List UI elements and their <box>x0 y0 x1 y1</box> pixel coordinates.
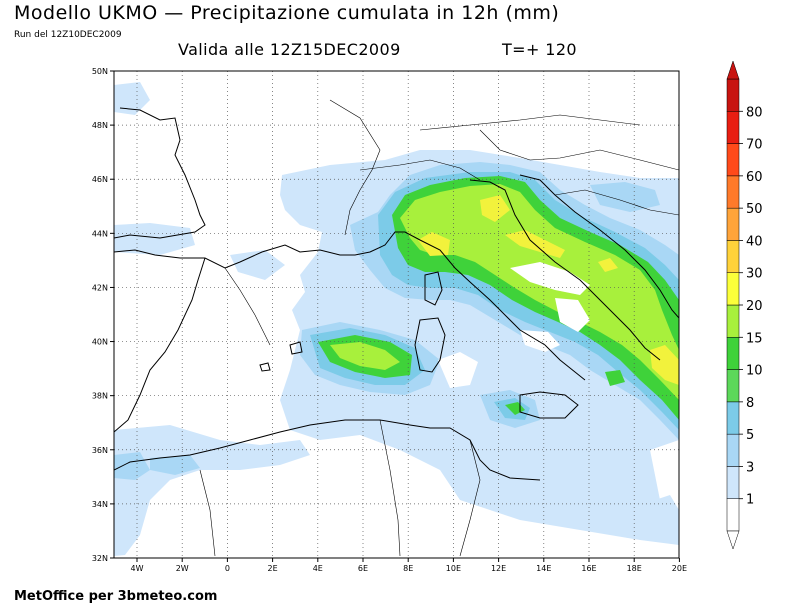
colorbar-label: 20 <box>746 299 763 314</box>
valid-time-label: Valida alle 12Z15DEC2009 <box>178 40 401 59</box>
colorbar-segment <box>726 369 740 403</box>
lon-tick-label: 16E <box>581 564 596 573</box>
colorbar-label: 60 <box>746 170 763 185</box>
lat-tick-label: 34N <box>92 500 108 509</box>
colorbar-top-arrow <box>726 60 740 80</box>
colorbar-label: 1 <box>746 493 754 508</box>
colorbar-label: 15 <box>746 331 763 346</box>
colorbar-label: 80 <box>746 105 763 120</box>
lon-tick-label: 2E <box>268 564 278 573</box>
lon-tick-label: 18E <box>627 564 642 573</box>
lon-tick-label: 6E <box>358 564 368 573</box>
colorbar-segment <box>726 175 740 209</box>
lon-tick-label: 2W <box>176 564 189 573</box>
coastlines <box>114 107 679 481</box>
colorbar-bottom-arrow <box>726 530 740 550</box>
colorbar-label: 30 <box>746 267 763 282</box>
colorbar-label: 10 <box>746 364 763 379</box>
colorbar-label: 70 <box>746 138 763 153</box>
latitude-axis: 50N 48N 46N 44N 42N 40N 38N 36N 34N 32N <box>92 67 114 563</box>
lon-tick-label: 0 <box>225 564 230 573</box>
lat-tick-label: 44N <box>92 229 108 238</box>
lat-tick-label: 40N <box>92 338 108 347</box>
colorbar-label: 50 <box>746 202 763 217</box>
lat-tick-label: 46N <box>92 175 108 184</box>
map-frame <box>113 70 680 559</box>
colorbar-label: 5 <box>746 428 754 443</box>
lat-tick-label: 50N <box>92 67 108 76</box>
lon-tick-label: 10E <box>446 564 461 573</box>
colorbar-label: 40 <box>746 234 763 249</box>
colorbar-segment <box>726 498 740 532</box>
lon-tick-label: 8E <box>403 564 413 573</box>
colorbar-segment <box>726 143 740 177</box>
colorbar-label: 8 <box>746 396 754 411</box>
colorbar-segment <box>726 272 740 306</box>
lat-tick-label: 36N <box>92 446 108 455</box>
precip-lightgreen <box>330 184 679 400</box>
colorbar-segment <box>726 207 740 241</box>
borders <box>199 99 679 557</box>
colorbar-label: 3 <box>746 460 754 475</box>
colorbar-segment <box>726 337 740 370</box>
run-label: Run del 12Z10DEC2009 <box>14 30 122 40</box>
lat-tick-label: 48N <box>92 121 108 130</box>
colorbar-segment <box>726 78 740 112</box>
lat-tick-label: 32N <box>92 554 108 563</box>
longitude-axis: 4W 2W 0 2E 4E 6E 8E 10E 12E 14E 16E 18E 20E <box>131 558 687 573</box>
colorbar-segment <box>726 401 740 435</box>
colorbar-segment <box>726 466 740 499</box>
colorbar-segment <box>726 111 740 144</box>
colorbar-segment <box>726 304 740 338</box>
lon-tick-label: 4E <box>313 564 323 573</box>
timestep-label: T=+ 120 <box>502 40 578 59</box>
colorbar-segment <box>726 240 740 273</box>
lon-tick-label: 20E <box>672 564 687 573</box>
lon-tick-label: 14E <box>536 564 551 573</box>
lat-tick-label: 42N <box>92 283 108 292</box>
precipitation-field <box>114 71 679 558</box>
colorbar-segment <box>726 433 740 467</box>
lat-tick-label: 38N <box>92 392 108 401</box>
lon-tick-label: 4W <box>131 564 144 573</box>
colorbar: 1 3 5 8 10 15 20 30 40 50 60 70 80 <box>726 60 763 550</box>
chart-title: Modello UKMO — Precipitazione cumulata i… <box>14 2 560 24</box>
credit-label: MetOffice per 3bmeteo.com <box>14 589 218 604</box>
lon-tick-label: 12E <box>491 564 506 573</box>
